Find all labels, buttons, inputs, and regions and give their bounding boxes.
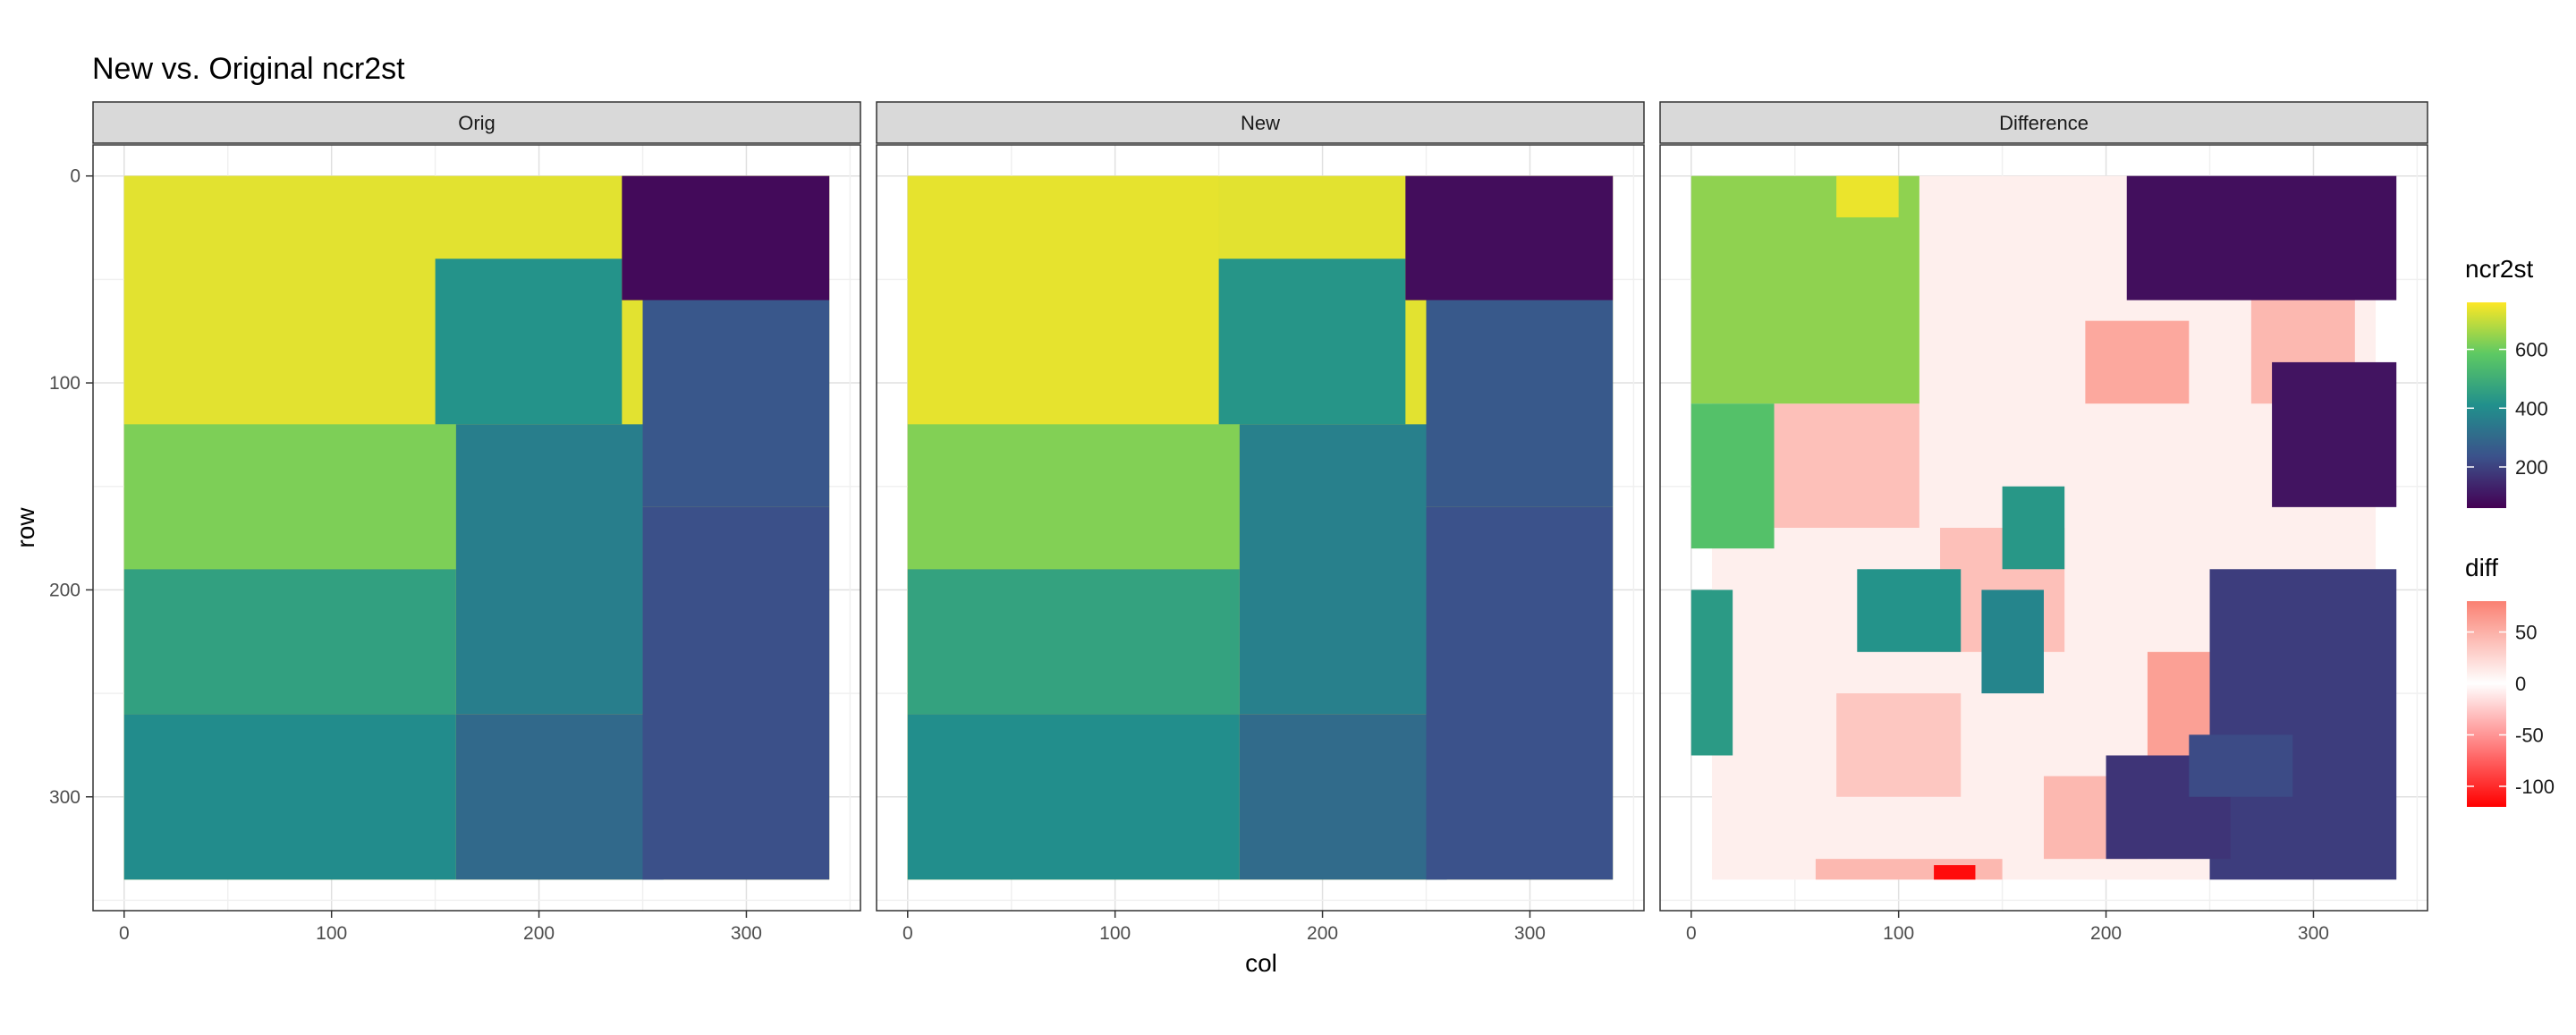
diff-region-pink-2 xyxy=(2085,320,2190,404)
raster-region-south-west xyxy=(907,714,1240,880)
x-tick-label: 300 xyxy=(2298,923,2329,944)
x-tick-label: 0 xyxy=(119,923,130,944)
legend-tick-label: 600 xyxy=(2515,339,2548,361)
y-tick-label: 300 xyxy=(49,787,80,808)
raster-region-northeast xyxy=(1405,175,1614,301)
legend-colorbar xyxy=(2467,601,2506,807)
x-tick-label: 300 xyxy=(1514,923,1546,944)
raster-region-central-west xyxy=(123,569,456,715)
diff-overlay-teal-sw xyxy=(1690,590,1733,756)
legend-title: diff xyxy=(2465,554,2498,581)
raster-region-center xyxy=(455,424,643,715)
x-tick-label: 200 xyxy=(1307,923,1338,944)
raster-region-west-upper xyxy=(907,424,1240,570)
diff-overlay-dark-e xyxy=(2272,361,2397,507)
y-tick-label: 200 xyxy=(49,580,80,600)
diff-overlay-green-w xyxy=(1690,403,1775,549)
raster-region-east-lower xyxy=(642,506,830,880)
x-tick-label: 300 xyxy=(731,923,762,944)
panel-border xyxy=(92,144,861,912)
legend-tick-label: 50 xyxy=(2515,622,2537,644)
y-axis-label: row xyxy=(12,507,39,548)
legend-ncr2st: ncr2st 200 400 600 xyxy=(2465,255,2548,508)
facet-strip xyxy=(876,101,1645,144)
x-tick-label: 100 xyxy=(316,923,347,944)
x-tick-label: 200 xyxy=(523,923,555,944)
legends: ncr2st 200 400 600 diff 50 0 -50 -100 xyxy=(2465,255,2555,807)
diff-overlay-teal-3 xyxy=(2002,486,2065,570)
legend-tick-label: 400 xyxy=(2515,397,2548,420)
facet-strip xyxy=(1659,101,2428,144)
panel-border xyxy=(1659,144,2428,912)
raster-region-center xyxy=(1239,424,1427,715)
raster-region-north-center xyxy=(435,259,623,425)
legend-colorbar xyxy=(2467,302,2506,508)
diff-region-red-spot xyxy=(1934,865,1976,880)
facet-panel-difference: Difference 0 100 200 300 xyxy=(1659,101,2428,944)
raster-region-northwest-high xyxy=(907,175,1219,425)
facet-strip-label: Difference xyxy=(1999,112,2089,134)
y-tick-label: 0 xyxy=(70,166,80,187)
raster-region-east-lower xyxy=(1426,506,1614,880)
legend-tick-label: -50 xyxy=(2515,725,2544,747)
diff-overlay-teal-1 xyxy=(1857,569,1962,652)
x-tick-label: 100 xyxy=(1883,923,1914,944)
diff-overlay-teal-2 xyxy=(1981,590,2044,694)
facet-strip-label: Orig xyxy=(458,112,496,134)
legend-diff: diff 50 0 -50 -100 xyxy=(2465,554,2555,807)
raster-region-south-center xyxy=(1239,714,1447,880)
x-tick-label: 200 xyxy=(2090,923,2122,944)
x-tick-label: 0 xyxy=(1686,923,1697,944)
x-axis-label: col xyxy=(1245,949,1277,977)
diff-region-pink-1 xyxy=(1774,403,1919,528)
legend-tick-label: 0 xyxy=(2515,673,2526,695)
facet-strip-label: New xyxy=(1241,112,1280,134)
y-tick-label: 100 xyxy=(49,373,80,394)
x-tick-label: 0 xyxy=(902,923,913,944)
diff-overlay-navy-se xyxy=(2209,569,2397,880)
raster-region-central-west xyxy=(907,569,1240,715)
raster-region-northeast xyxy=(622,175,830,301)
panel-border xyxy=(876,144,1645,912)
x-tick-label: 100 xyxy=(1099,923,1131,944)
raster-region-east-upper xyxy=(1426,300,1614,507)
facet-panel-new: New 0 100 200 300 xyxy=(876,101,1645,944)
legend-tick-label: -100 xyxy=(2515,776,2555,798)
raster-region-south-center xyxy=(455,714,664,880)
diff-overlay-navy-2 xyxy=(2189,734,2293,797)
legend-tick-label: 200 xyxy=(2515,456,2548,479)
diff-overlay-dark-ne xyxy=(2126,175,2397,301)
chart-title: New vs. Original ncr2st xyxy=(92,52,405,86)
raster-region-west-upper xyxy=(123,424,456,570)
raster-region-east-upper xyxy=(642,300,830,507)
raster-region-south-west xyxy=(123,714,456,880)
facet-strip xyxy=(92,101,861,144)
diff-overlay-yellow-n xyxy=(1836,175,1899,217)
legend-title: ncr2st xyxy=(2465,255,2533,283)
diff-region-pink-6 xyxy=(1836,693,1962,797)
facet-panel-orig: Orig 0 100 200 300 0 100 200 300 xyxy=(49,101,861,944)
raster-region-north-center xyxy=(1218,259,1406,425)
raster-region-northwest-high xyxy=(123,175,436,425)
